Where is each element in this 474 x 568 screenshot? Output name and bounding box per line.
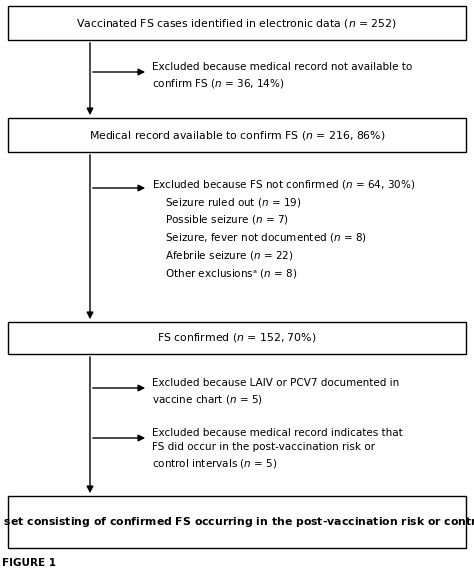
- Text: Medical record available to confirm FS ($n$ = 216, 86%): Medical record available to confirm FS (…: [89, 128, 385, 141]
- Bar: [8, 118, 466, 152]
- Text: Vaccinated FS cases identified in electronic data ($n$ = 252): Vaccinated FS cases identified in electr…: [76, 16, 398, 30]
- Text: Primary analytic data set consisting of confirmed FS occurring in the post-vacci: Primary analytic data set consisting of …: [0, 515, 474, 529]
- Bar: [8, 322, 466, 354]
- Text: Excluded because medical record indicates that
FS did occur in the post-vaccinat: Excluded because medical record indicate…: [152, 428, 403, 470]
- Text: Excluded because medical record not available to
confirm FS ($n$ = 36, 14%): Excluded because medical record not avai…: [152, 62, 412, 90]
- Bar: [8, 496, 466, 548]
- Text: FIGURE 1: FIGURE 1: [2, 558, 56, 568]
- Text: Excluded because LAIV or PCV7 documented in
vaccine chart ($n$ = 5): Excluded because LAIV or PCV7 documented…: [152, 378, 399, 406]
- Text: FS confirmed ($n$ = 152, 70%): FS confirmed ($n$ = 152, 70%): [157, 332, 317, 345]
- Text: Excluded because FS not confirmed ($n$ = 64, 30%)
    Seizure ruled out ($n$ = 1: Excluded because FS not confirmed ($n$ =…: [152, 178, 415, 280]
- Bar: [8, 6, 466, 40]
